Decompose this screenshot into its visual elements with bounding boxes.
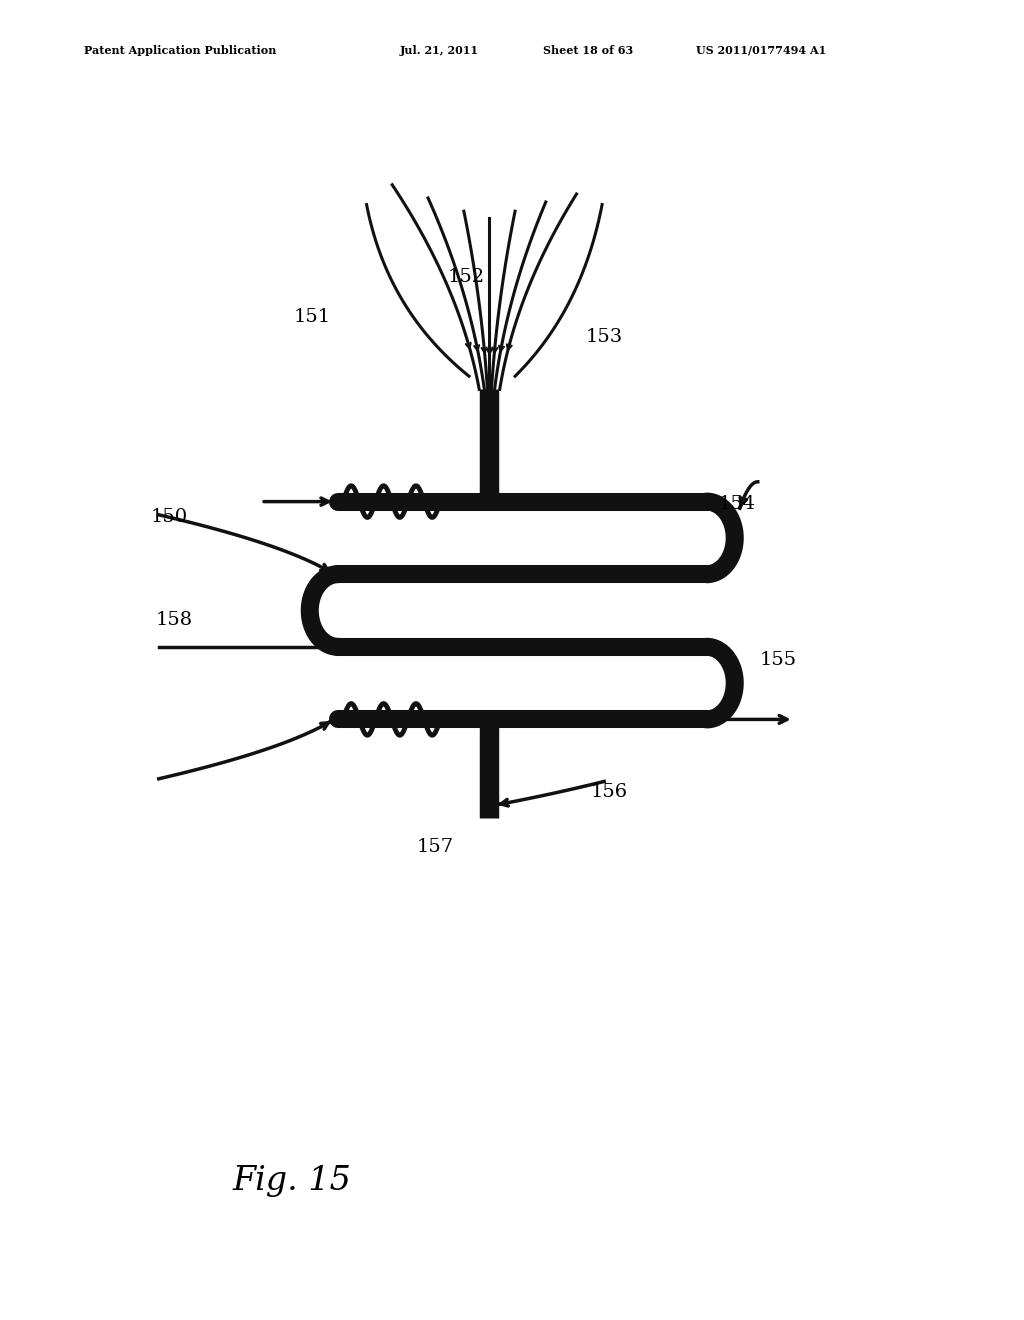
Text: 151: 151 [294, 308, 331, 326]
Text: 154: 154 [719, 495, 756, 513]
Text: 153: 153 [586, 327, 623, 346]
Text: 156: 156 [591, 783, 628, 801]
Text: 150: 150 [151, 508, 187, 527]
Text: 155: 155 [760, 651, 797, 669]
Text: Patent Application Publication: Patent Application Publication [84, 45, 276, 55]
Text: Jul. 21, 2011: Jul. 21, 2011 [399, 45, 478, 55]
Text: US 2011/0177494 A1: US 2011/0177494 A1 [696, 45, 826, 55]
Text: Sheet 18 of 63: Sheet 18 of 63 [543, 45, 633, 55]
Text: 152: 152 [447, 268, 484, 286]
Text: 157: 157 [417, 838, 454, 857]
Text: 158: 158 [156, 611, 193, 630]
Text: Fig. 15: Fig. 15 [232, 1166, 351, 1197]
